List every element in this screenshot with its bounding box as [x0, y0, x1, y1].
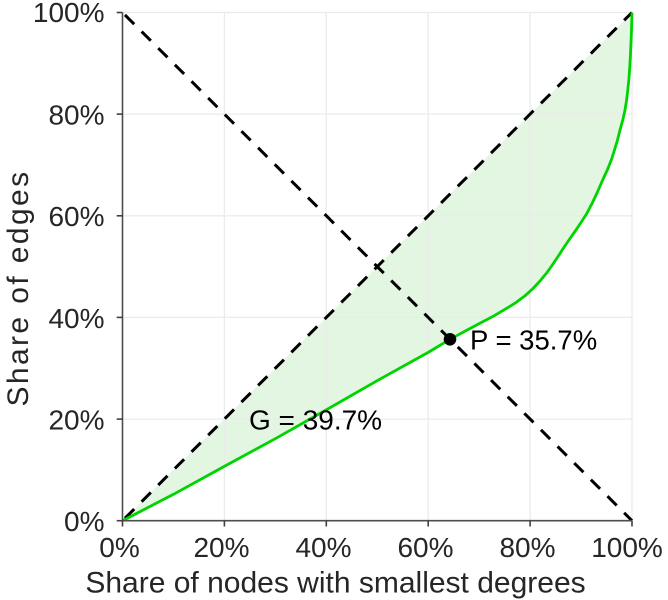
svg-text:Share of nodes with smallest d: Share of nodes with smallest degrees	[85, 567, 585, 600]
svg-text:80%: 80%	[48, 100, 104, 131]
svg-text:20%: 20%	[193, 532, 249, 563]
svg-text:80%: 80%	[499, 532, 555, 563]
svg-text:0%: 0%	[99, 532, 139, 563]
svg-text:40%: 40%	[295, 532, 351, 563]
svg-text:40%: 40%	[48, 303, 104, 334]
svg-text:100%: 100%	[33, 0, 105, 28]
svg-text:60%: 60%	[48, 201, 104, 232]
svg-text:G = 39.7%: G = 39.7%	[249, 405, 382, 436]
svg-text:Share of edges: Share of edges	[2, 169, 35, 406]
svg-text:P = 35.7%: P = 35.7%	[470, 325, 597, 356]
svg-text:100%: 100%	[591, 532, 663, 563]
svg-text:0%: 0%	[64, 506, 104, 537]
svg-text:20%: 20%	[48, 405, 104, 436]
svg-text:60%: 60%	[397, 532, 453, 563]
